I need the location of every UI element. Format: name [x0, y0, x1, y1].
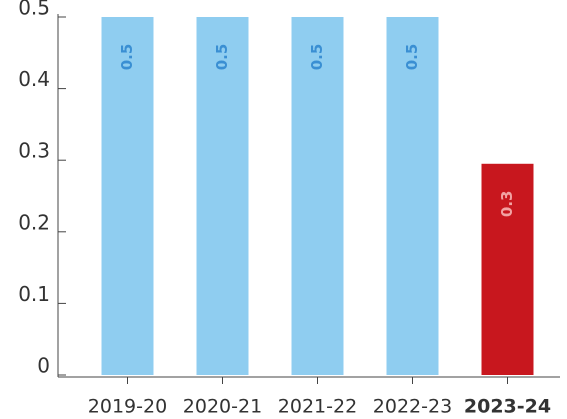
bar [481, 163, 534, 375]
y-tick-label: 0.3 [18, 139, 50, 163]
y-tick-label: 0.5 [18, 0, 50, 20]
y-tick-label: 0.1 [18, 282, 50, 306]
y-tick-label: 0 [37, 354, 50, 378]
bar [386, 17, 439, 375]
value-label: 0.5 [308, 44, 326, 71]
bar [291, 17, 344, 375]
y-tick-label: 0.2 [18, 210, 50, 234]
y-tick-label: 0.4 [18, 67, 50, 91]
x-tick-label: 2022-23 [373, 396, 452, 418]
bar [196, 17, 249, 375]
x-tick-label: 2021-22 [278, 396, 357, 418]
x-tick-label: 2023-24 [464, 396, 551, 418]
value-label: 0.3 [498, 190, 516, 217]
x-tick-label: 2020-21 [183, 396, 262, 418]
value-label: 0.5 [403, 44, 421, 71]
value-label: 0.5 [213, 44, 231, 71]
bar [101, 17, 154, 375]
x-tick-label: 2019-20 [88, 396, 167, 418]
value-label: 0.5 [118, 44, 136, 71]
